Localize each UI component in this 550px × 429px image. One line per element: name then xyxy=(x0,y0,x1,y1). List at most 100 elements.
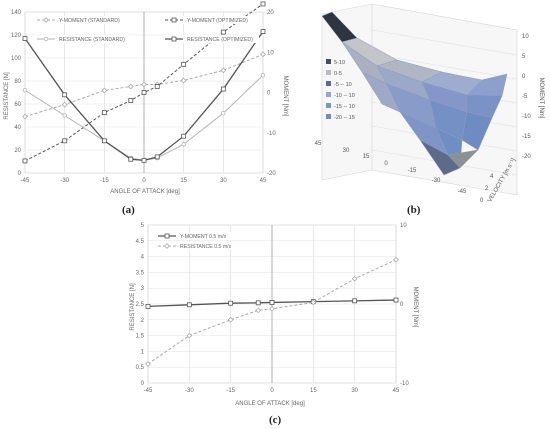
series-line xyxy=(147,259,397,365)
y2-tick-label: -10 xyxy=(267,131,276,137)
y-tick-label: 3.5 xyxy=(136,270,145,276)
legend-swatch xyxy=(326,81,331,86)
chart-a-series xyxy=(22,1,266,164)
z-tick-label: -15 xyxy=(522,134,531,140)
caption-b: (b) xyxy=(407,204,421,216)
data-point xyxy=(154,84,160,89)
y-tick-label: 40 xyxy=(14,125,21,131)
y-tick-label: 80 xyxy=(14,79,21,85)
legend-label: Y-MOMENT 0.5 m/s xyxy=(180,234,227,240)
data-point xyxy=(181,61,187,67)
legend-entry: 5-10 xyxy=(326,59,345,66)
legend-label: Y-MOMENT (OPTIMIZED) xyxy=(187,18,248,24)
series-0 xyxy=(22,51,266,120)
chart-c-xlabel: ANGLE OF ATTACK [deg] xyxy=(235,401,305,407)
data-point xyxy=(61,101,68,108)
y-tick-label: 3 xyxy=(141,286,145,292)
legend-swatch xyxy=(326,92,331,97)
z-tick-label: 10 xyxy=(522,34,529,40)
chart-a-xlabel: ANGLE OF ATTACK [deg] xyxy=(110,189,180,195)
legend-marker xyxy=(164,233,170,239)
z-tick-label: -5 xyxy=(522,94,528,100)
velocity-tick-label: 2 xyxy=(485,186,489,192)
chart-c-y2label: MOMENT [Nm] xyxy=(412,287,418,328)
data-point xyxy=(141,90,147,95)
data-point xyxy=(128,156,134,162)
x-tick-label: -15 xyxy=(226,388,235,394)
chart-a-legend: Y-MOMENT (STANDARD) Y-MOMENT (OPTIMIZED) R… xyxy=(35,16,259,43)
data-point xyxy=(141,81,147,88)
velocity-tick-label: 4 xyxy=(490,174,494,180)
legend-entry: 0-5 xyxy=(326,70,342,77)
legend-entry: Y-MOMENT (STANDARD) xyxy=(35,16,125,24)
data-point xyxy=(269,300,275,305)
data-point xyxy=(260,73,266,78)
data-point xyxy=(101,138,107,144)
z-tick-label: -20 xyxy=(522,154,531,160)
legend-marker xyxy=(171,36,177,42)
legend-label: RESISTANCE (OPTIMIZED) xyxy=(187,37,253,43)
angle-tick-label: -30 xyxy=(432,178,441,184)
y-tick-label: 60 xyxy=(14,102,21,108)
data-point xyxy=(393,297,399,303)
x-tick-label: 45 xyxy=(260,178,267,184)
y-tick-label: 100 xyxy=(11,56,22,62)
legend-swatch xyxy=(326,103,331,108)
data-point xyxy=(62,138,68,144)
z-tick-label: 0 xyxy=(522,74,526,80)
chart-b-angle-ticks: 45 30 15 0 -15 -30 -45 xyxy=(315,141,467,195)
y-tick-label: 0.5 xyxy=(136,365,145,371)
angle-tick-label: 30 xyxy=(343,148,350,154)
x-tick-label: 45 xyxy=(393,388,400,394)
angle-tick-label: -15 xyxy=(408,168,417,174)
chart-c: -45 -30 -15 0 15 30 45 0 0.5 1 1.5 2 2.5 3 3.5 4 4.5 5 10 0… xyxy=(130,223,418,407)
data-point xyxy=(127,83,134,90)
x-tick-label: 15 xyxy=(180,178,187,184)
y-tick-label: 5 xyxy=(141,223,145,229)
legend-entry: -15 -- 10 xyxy=(326,103,355,110)
legend-bg xyxy=(35,16,125,24)
legend-entry: Y-MOMENT (OPTIMIZED) xyxy=(163,16,257,24)
data-point xyxy=(220,86,226,92)
x-tick-label: 30 xyxy=(220,178,227,184)
legend-marker xyxy=(43,36,49,42)
legend-bg xyxy=(163,35,259,43)
data-point xyxy=(128,98,134,103)
chart-a-ylabel: RESISTANCE [N] xyxy=(4,72,10,120)
x-tick-label: 30 xyxy=(351,388,358,394)
legend-marker xyxy=(171,17,177,23)
legend-bg xyxy=(156,232,246,240)
z-tick-label: -10 xyxy=(522,114,531,120)
legend-entry: -20 -- 15 xyxy=(326,114,355,121)
legend-bg xyxy=(163,16,257,24)
data-point xyxy=(62,92,68,98)
y2-tick-label: 0 xyxy=(267,91,271,97)
legend-bg xyxy=(35,35,135,43)
data-point xyxy=(220,29,226,35)
y-tick-label: 120 xyxy=(11,33,22,39)
data-point xyxy=(227,316,234,323)
moment-surface xyxy=(321,11,508,176)
legend-swatch xyxy=(326,114,331,119)
caption-a: (a) xyxy=(122,204,135,216)
x-tick-label: -30 xyxy=(60,178,69,184)
data-point xyxy=(352,298,358,304)
data-point xyxy=(22,113,28,120)
data-point xyxy=(260,1,266,7)
data-point xyxy=(22,158,28,164)
x-tick-label: -45 xyxy=(21,178,30,184)
data-point xyxy=(260,51,266,58)
data-point xyxy=(101,110,107,116)
legend-marker xyxy=(164,243,170,249)
data-point xyxy=(255,307,262,314)
legend-entry: Y-MOMENT 0.5 m/s xyxy=(156,232,246,240)
legend-entry: -5 -- 10 xyxy=(326,81,352,88)
data-point xyxy=(22,36,28,41)
x-tick-label: 0 xyxy=(270,388,274,394)
data-point xyxy=(269,305,275,312)
series-line xyxy=(147,299,397,308)
legend-entry: -10 -- 10 xyxy=(326,92,355,99)
velocity-tick-label: 0 xyxy=(480,198,484,204)
legend-label: -20 -- 15 xyxy=(334,115,355,121)
